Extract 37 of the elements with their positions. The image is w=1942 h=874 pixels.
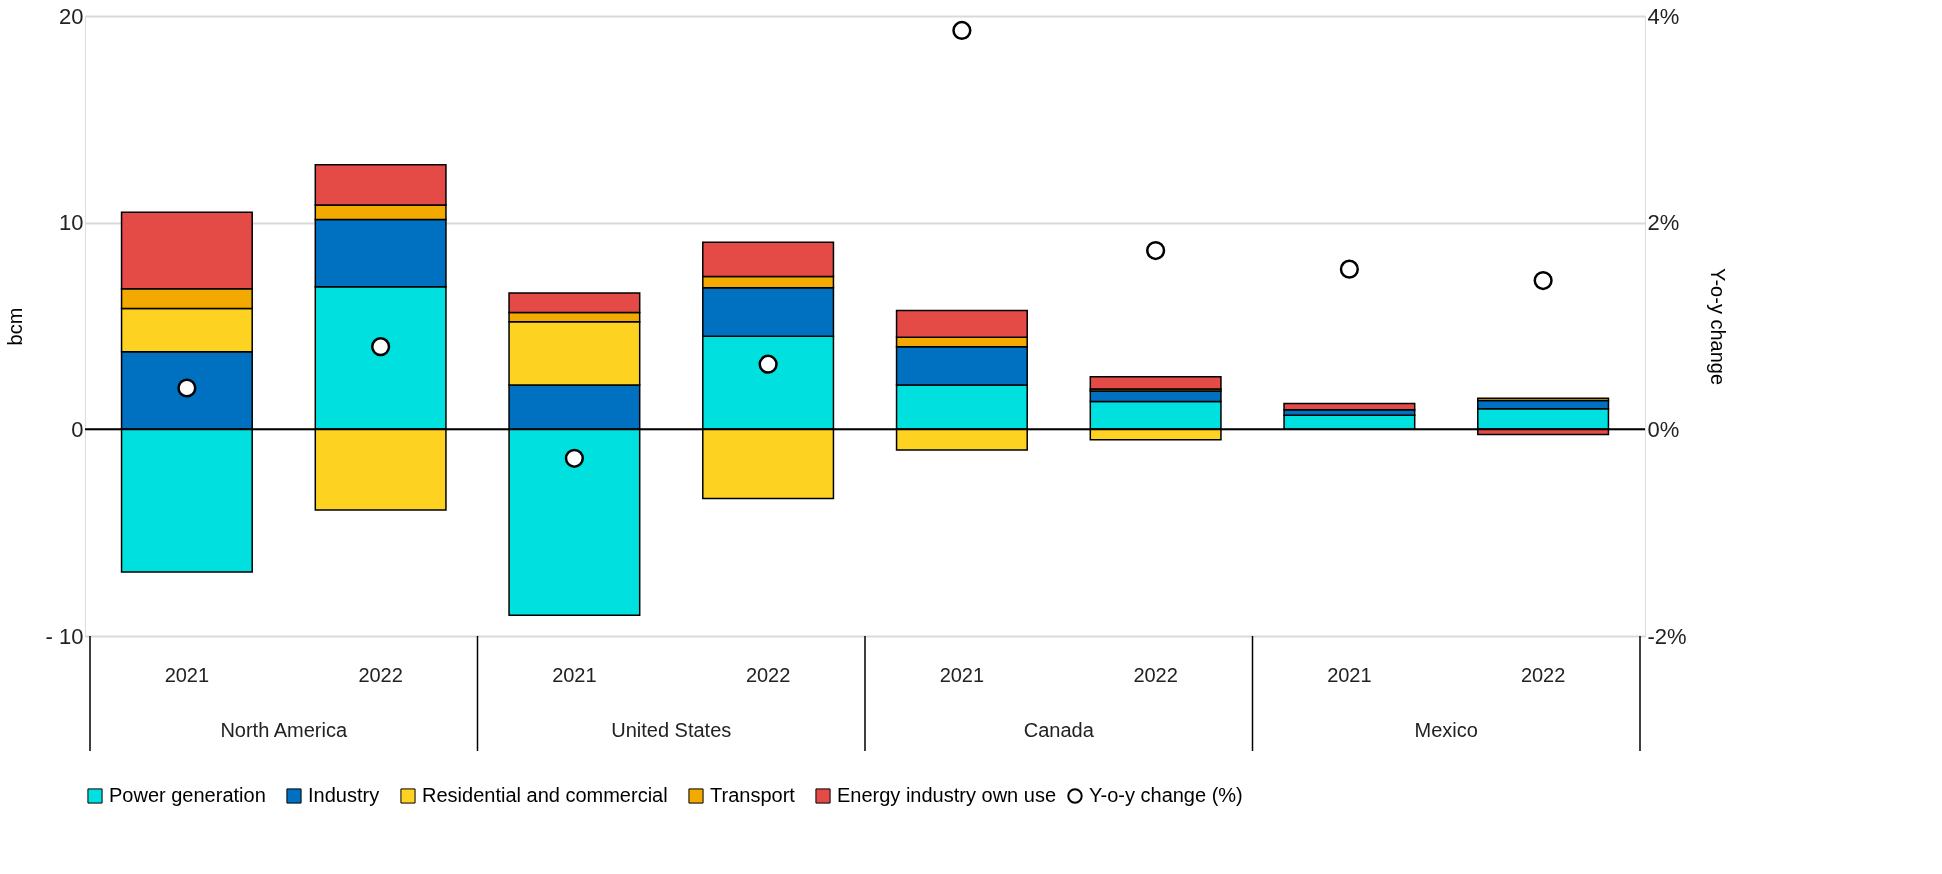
x-tick-label: 2022 (358, 664, 403, 686)
bar (1089, 375, 1222, 390)
legend-label: Y-o-y change (%) (1089, 784, 1243, 806)
x-tick-label: 2021 (552, 664, 597, 686)
text: Canada (1023, 719, 1095, 741)
legend-label: Industry (308, 784, 380, 806)
y-tick-label: 0 (71, 416, 84, 442)
point (1146, 240, 1166, 261)
point (952, 20, 972, 41)
y-axis-title: bcm (3, 307, 26, 346)
text: Mexico (1414, 719, 1478, 741)
point (564, 448, 584, 468)
point (758, 354, 778, 374)
text: North America (220, 719, 348, 741)
x-tick-label: 2021 (1327, 664, 1372, 686)
y2-tick-label: 2% (1647, 210, 1680, 236)
y-tick-label: - 10 (45, 623, 84, 649)
y-tick-label: 20 (59, 3, 84, 29)
x-tick-label: 2021 (939, 664, 985, 686)
y2-tick-label: 4% (1647, 3, 1680, 29)
legend-label: Transport (710, 784, 796, 806)
x-tick-label: 2022 (1133, 664, 1178, 686)
y-tick-label: 10 (59, 210, 84, 236)
legend-label: Power generation (109, 784, 266, 806)
point (1339, 259, 1359, 279)
point (371, 337, 391, 357)
legend-label: Energy industry own use (837, 784, 1057, 806)
text: United States (611, 719, 732, 741)
legend-label: Residential and commercial (422, 784, 668, 806)
x-tick-label: 2021 (164, 664, 210, 686)
x-tick-label: 2022 (1520, 664, 1566, 686)
point (177, 378, 197, 398)
y2-tick-label: -2% (1647, 623, 1687, 649)
y2-tick-label: 0% (1647, 416, 1680, 442)
x-tick-label: 2022 (745, 664, 791, 686)
point (1533, 270, 1553, 291)
y2-axis-title: Y-o-y change (1706, 267, 1729, 386)
